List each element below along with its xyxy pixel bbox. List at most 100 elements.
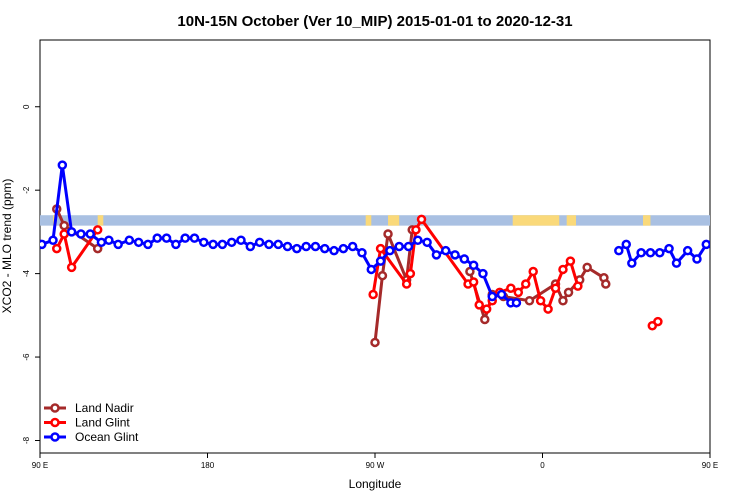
data-point — [744, 230, 750, 237]
series-line — [55, 228, 99, 269]
data-point — [368, 289, 378, 300]
x-tick-label: 90 W — [366, 461, 385, 470]
data-point — [573, 281, 583, 291]
land-segment — [388, 215, 400, 226]
land-ocean-band — [40, 215, 710, 226]
data-point — [375, 243, 386, 254]
x-tick-label: 180 — [201, 461, 215, 470]
data-point — [513, 287, 524, 298]
legend-label: Ocean Glint — [75, 430, 139, 444]
data-point — [76, 229, 86, 239]
data-point — [48, 235, 58, 245]
land-segment — [643, 215, 651, 226]
data-point — [729, 228, 736, 235]
land-segment — [97, 215, 104, 226]
data-point — [736, 245, 743, 252]
x-tick-label: 90 E — [702, 461, 718, 470]
land-segment — [566, 215, 576, 226]
data-point — [411, 225, 421, 235]
data-point — [563, 287, 574, 298]
data-point — [474, 300, 484, 310]
legend-label: Land Nadir — [75, 401, 134, 415]
land-segment — [512, 215, 560, 226]
data-point — [180, 233, 190, 243]
data-point — [394, 241, 404, 252]
data-point — [375, 256, 386, 266]
data-point — [329, 245, 339, 256]
y-axis-label: XCO2 - MLO trend (ppm) — [0, 179, 14, 314]
y-tick-label: -4 — [22, 270, 31, 278]
data-point — [357, 248, 367, 258]
data-point — [565, 256, 576, 266]
series-line — [740, 209, 750, 249]
data-point — [245, 241, 256, 252]
series-land-glint — [52, 214, 750, 331]
data-point — [550, 283, 561, 293]
data-point — [383, 229, 393, 239]
series-line — [41, 163, 517, 305]
series-ocean-glint — [40, 160, 736, 308]
legend-label: Land Glint — [75, 416, 130, 430]
data-point — [57, 160, 68, 170]
data-point — [614, 245, 624, 256]
data-point — [506, 283, 516, 293]
data-point — [161, 233, 172, 243]
data-point — [377, 270, 388, 281]
data-point — [524, 295, 535, 306]
data-point — [264, 239, 274, 250]
data-point — [113, 239, 123, 250]
data-point — [528, 266, 538, 277]
data-point — [254, 237, 265, 248]
data-point — [292, 243, 302, 254]
x-tick-label: 90 E — [32, 461, 48, 470]
data-point — [217, 239, 228, 250]
data-point — [85, 229, 95, 239]
data-point — [59, 220, 69, 231]
data-point — [558, 295, 568, 306]
data-point — [385, 245, 395, 256]
data-point — [440, 245, 451, 256]
data-point — [366, 264, 377, 275]
y-tick-label: -6 — [22, 353, 31, 361]
data-point — [236, 235, 246, 245]
data-point — [413, 235, 423, 245]
x-axis-label: Longitude — [349, 477, 402, 491]
legend-marker — [50, 417, 60, 428]
data-point — [558, 264, 568, 275]
data-point — [720, 162, 727, 169]
data-point — [645, 248, 656, 258]
data-point — [627, 258, 637, 268]
data-point — [66, 227, 77, 237]
data-point — [143, 239, 153, 250]
data-point — [478, 268, 488, 279]
legend-marker — [50, 432, 60, 442]
series-line — [740, 230, 750, 268]
data-point — [582, 262, 592, 273]
x-axis: 90 E 180 90 W 0 90 E — [32, 453, 718, 470]
data-point — [712, 237, 719, 244]
data-point — [422, 237, 432, 248]
data-point — [416, 214, 427, 225]
data-point — [736, 205, 743, 212]
data-point — [273, 239, 283, 250]
data-point — [636, 248, 646, 258]
data-point — [124, 235, 135, 245]
data-point — [692, 254, 702, 264]
data-point — [671, 258, 682, 268]
y-tick-label: 0 — [22, 104, 31, 109]
data-point — [66, 262, 77, 273]
y-axis: 0 -2 -4 -6 -8 — [22, 104, 40, 444]
chart-title: 10N-15N October (Ver 10_MIP) 2015-01-01 … — [177, 13, 572, 30]
data-point — [403, 241, 414, 252]
data-point — [96, 237, 107, 248]
y-tick-label: -8 — [22, 436, 31, 444]
data-point — [601, 279, 611, 289]
data-point — [481, 304, 492, 314]
data-point — [496, 289, 507, 300]
data-point — [621, 239, 631, 250]
y-tick-label: -2 — [22, 186, 31, 194]
data-point — [682, 245, 693, 256]
data-point — [347, 241, 358, 252]
